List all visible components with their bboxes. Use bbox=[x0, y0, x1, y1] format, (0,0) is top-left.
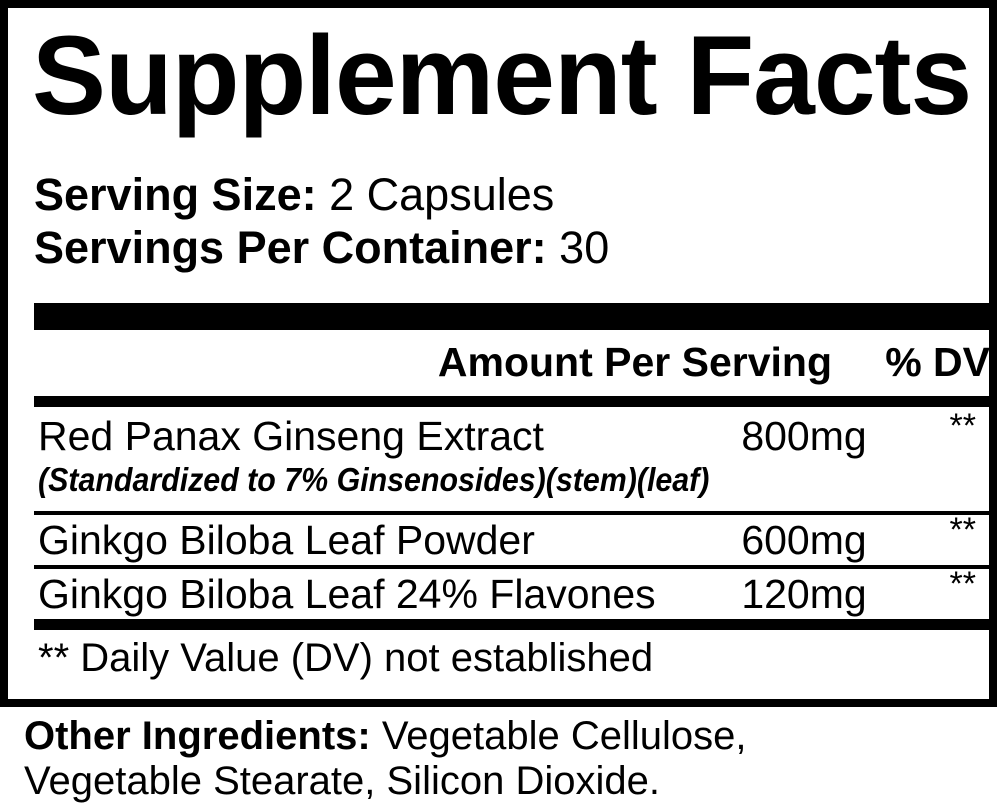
ingredient-amount: 120mg bbox=[741, 571, 867, 617]
panel-inner: Supplement Facts Serving Size: 2 Capsule… bbox=[24, 8, 990, 699]
other-ingredients: Other Ingredients: Vegetable Cellulose, … bbox=[24, 714, 984, 804]
serving-size-line: Serving Size: 2 Capsules bbox=[34, 168, 934, 221]
other-ingredients-line-1: Other Ingredients: Vegetable Cellulose, bbox=[24, 714, 984, 759]
rule-row-separator-1 bbox=[34, 511, 990, 515]
supplement-facts-panel: Supplement Facts Serving Size: 2 Capsule… bbox=[0, 0, 997, 707]
servings-per-container-line: Servings Per Container: 30 bbox=[34, 221, 934, 274]
page-title: Supplement Facts bbox=[32, 13, 972, 138]
serving-size-value: 2 Capsules bbox=[329, 169, 555, 220]
rule-top-thick bbox=[34, 303, 990, 330]
other-ingredients-line-2: Vegetable Stearate, Silicon Dioxide. bbox=[24, 759, 660, 803]
table-header-row: Amount Per Serving % DV bbox=[34, 338, 990, 390]
ingredient-name: Ginkgo Biloba Leaf Powder bbox=[38, 517, 535, 563]
rule-under-header bbox=[34, 396, 990, 407]
ingredient-amount: 600mg bbox=[741, 517, 867, 563]
ingredient-daily-value: ** bbox=[949, 407, 976, 445]
ingredient-subtext: (Standardized to 7% Ginsenosides)(stem)(… bbox=[38, 461, 710, 498]
header-amount-per-serving: Amount Per Serving bbox=[437, 339, 832, 385]
ingredient-daily-value: ** bbox=[949, 565, 976, 603]
table-row: Ginkgo Biloba Leaf 24% Flavones 120mg ** bbox=[34, 565, 990, 618]
other-ingredients-label: Other Ingredients: bbox=[24, 714, 371, 758]
rule-above-footnote bbox=[34, 619, 990, 630]
ingredient-daily-value: ** bbox=[949, 511, 976, 549]
rule-row-separator-2 bbox=[34, 565, 990, 569]
ingredient-amount: 800mg bbox=[741, 413, 867, 459]
header-percent-dv: % DV bbox=[885, 339, 990, 385]
serving-size-label: Serving Size: bbox=[34, 169, 317, 220]
serving-info: Serving Size: 2 Capsules Servings Per Co… bbox=[34, 168, 934, 274]
servings-per-container-value: 30 bbox=[559, 222, 610, 273]
ingredient-name: Ginkgo Biloba Leaf 24% Flavones bbox=[38, 571, 656, 617]
table-row: Red Panax Ginseng Extract (Standardized … bbox=[34, 407, 990, 510]
daily-value-footnote: ** Daily Value (DV) not established bbox=[38, 636, 654, 680]
other-ingredients-value-1: Vegetable Cellulose, bbox=[381, 714, 747, 758]
ingredient-name: Red Panax Ginseng Extract bbox=[38, 413, 544, 459]
servings-per-container-label: Servings Per Container: bbox=[34, 222, 547, 273]
table-row: Ginkgo Biloba Leaf Powder 600mg ** bbox=[34, 511, 990, 564]
